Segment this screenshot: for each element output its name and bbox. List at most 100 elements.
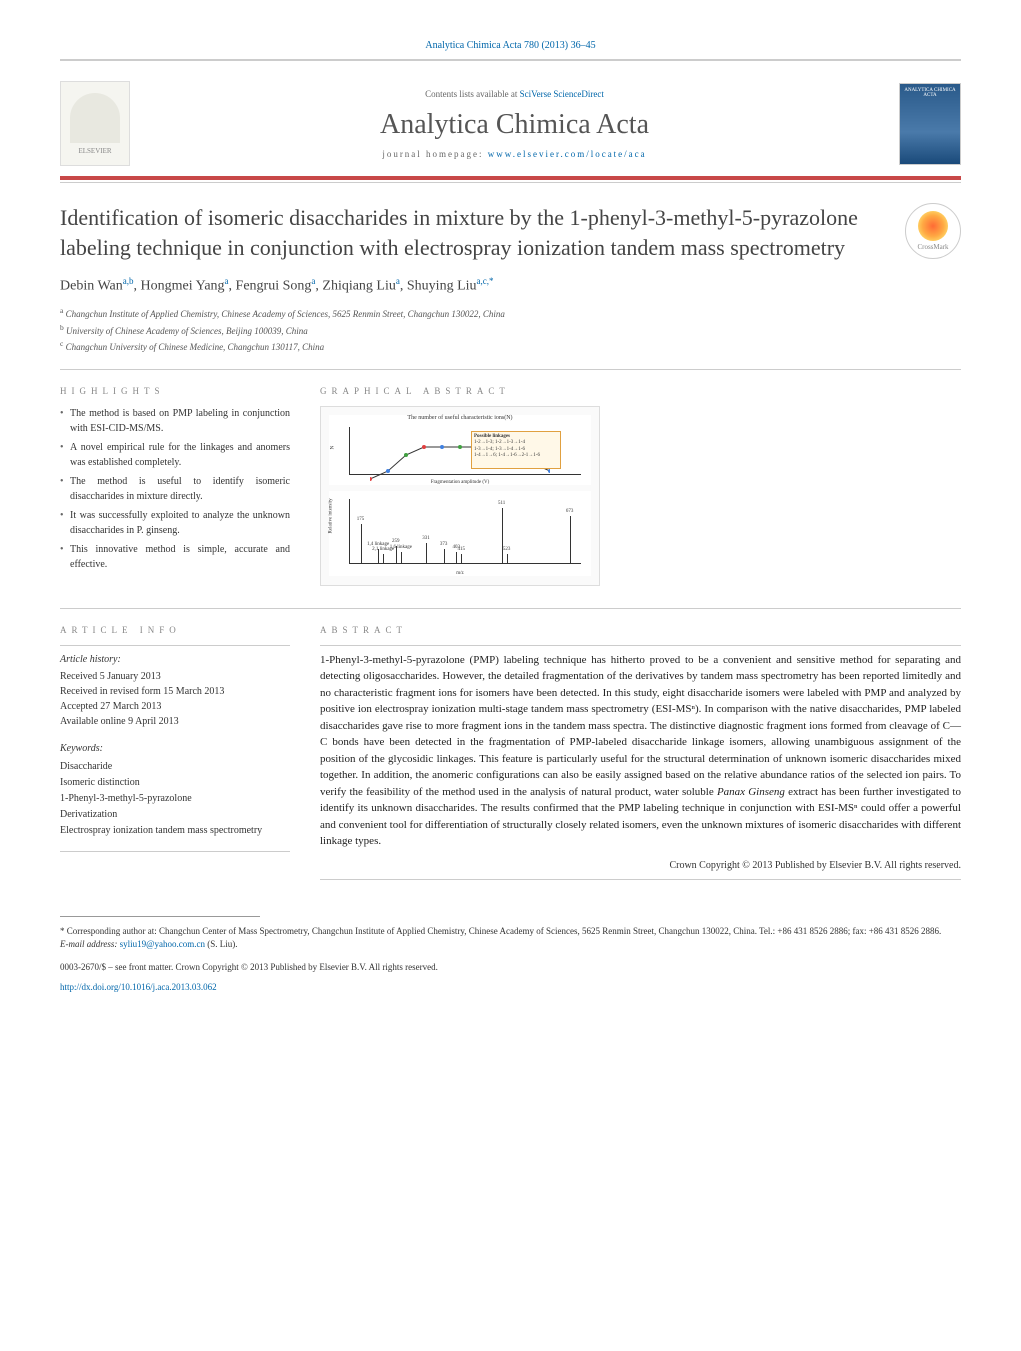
email-suffix: (S. Liu). [205, 939, 238, 949]
affiliations: a Changchun Institute of Applied Chemist… [60, 305, 961, 355]
author-affiliation-ref: a [225, 276, 229, 286]
info-rule-bottom [60, 851, 290, 852]
author-name: Zhiqiang Liu [322, 279, 396, 294]
corresponding-text: * Corresponding author at: Changchun Cen… [60, 925, 961, 939]
highlight-item: This innovative method is simple, accura… [60, 542, 290, 572]
spectrum-peak-label: 259 [392, 539, 400, 544]
author-name: Debin Wan [60, 279, 123, 294]
revised-date: Received in revised form 15 March 2013 [60, 684, 290, 699]
spectrum-peak-label: 373 [440, 542, 448, 547]
spectrum-peak [570, 516, 571, 563]
crossmark-badge[interactable]: CrossMark [905, 203, 961, 259]
ga-chart-title: The number of useful characteristic ions… [329, 415, 591, 421]
spectrum-peak [461, 554, 462, 562]
keyword-item: Derivatization [60, 807, 290, 823]
elsevier-logo: ELSEVIER [60, 81, 130, 166]
email-link[interactable]: syliu19@yahoo.com.cn [120, 939, 205, 949]
accepted-date: Accepted 27 March 2013 [60, 699, 290, 714]
received-date: Received 5 January 2013 [60, 669, 290, 684]
copyright-line: Crown Copyright © 2013 Published by Else… [320, 860, 961, 871]
email-line: E-mail address: syliu19@yahoo.com.cn (S.… [60, 938, 961, 952]
article-info-heading: article info [60, 619, 290, 635]
journal-header: ELSEVIER Contents lists available at Sci… [60, 71, 961, 176]
author-name: Hongmei Yang [141, 279, 225, 294]
spectrum-peak-label: 1,4 linkage [367, 542, 389, 547]
sciencedirect-link[interactable]: SciVerse ScienceDirect [520, 89, 604, 99]
journal-title: Analytica Chimica Acta [130, 109, 899, 141]
highlight-item: The method is useful to identify isomeri… [60, 474, 290, 504]
spectrum-peak-label: 523 [503, 547, 511, 552]
highlight-item: A novel empirical rule for the linkages … [60, 440, 290, 470]
spectrum-peak [426, 543, 427, 562]
keyword-item: Disaccharide [60, 759, 290, 775]
spectrum-peak [383, 554, 384, 562]
info-abstract-row: article info Article history: Received 5… [60, 619, 961, 886]
contents-list-line: Contents lists available at SciVerse Sci… [130, 89, 899, 99]
red-rule [60, 176, 961, 180]
keyword-item: Isomeric distinction [60, 775, 290, 791]
ga-spectrum-axes: 1751,4 linkage2,1 linkage2591,6 linkage3… [349, 499, 581, 564]
keyword-item: 1-Phenyl-3-methyl-5-pyrazolone [60, 791, 290, 807]
spectrum-peak [456, 552, 457, 563]
ga-legend-line-2: 1-4→1→6; 1-4→1-6→2-1→1-6 [474, 453, 558, 460]
spectrum-peak-label: 673 [566, 509, 574, 514]
affiliation-line: b University of Chinese Academy of Scien… [60, 322, 961, 339]
article-info-column: article info Article history: Received 5… [60, 619, 290, 886]
spectrum-peak-label: 1,6 linkage [390, 545, 412, 550]
ga-chart-xlabel: Fragmentation amplitude (V) [431, 480, 490, 485]
affiliation-line: c Changchun University of Chinese Medici… [60, 338, 961, 355]
ga-legend-box: Possible linkages 1-2→1-3; 1-2→1-3→1-4 1… [471, 431, 561, 469]
abstract-column: abstract 1-Phenyl-3-methyl-5-pyrazolone … [320, 619, 961, 886]
homepage-link[interactable]: www.elsevier.com/locate/aca [488, 149, 647, 159]
online-date: Available online 9 April 2013 [60, 714, 290, 729]
issn-line: 0003-2670/$ – see front matter. Crown Co… [60, 962, 961, 972]
highlights-list: The method is based on PMP labeling in c… [60, 406, 290, 572]
ga-top-chart: The number of useful characteristic ions… [329, 415, 591, 485]
top-rule [60, 59, 961, 61]
graphical-abstract-column: graphical abstract The number of useful … [320, 380, 961, 586]
spectrum-peak [444, 549, 445, 563]
history-heading: Article history: [60, 652, 290, 667]
author-affiliation-ref: a,c,* [477, 276, 494, 286]
spectrum-peak [507, 554, 508, 562]
crossmark-label: CrossMark [917, 243, 948, 251]
article-title: Identification of isomeric disaccharides… [60, 203, 905, 262]
spectrum-peak-label: 175 [357, 517, 365, 522]
highlight-item: The method is based on PMP labeling in c… [60, 406, 290, 436]
info-rule [60, 645, 290, 646]
article-history: Article history: Received 5 January 2013… [60, 652, 290, 729]
spectrum-peak-label: 511 [498, 501, 505, 506]
email-label: E-mail address: [60, 939, 120, 949]
keywords-heading: Keywords: [60, 741, 290, 757]
affiliation-line: a Changchun Institute of Applied Chemist… [60, 305, 961, 322]
highlight-item: It was successfully exploited to analyze… [60, 508, 290, 538]
author-name: Fengrui Song [236, 279, 312, 294]
highlights-graphical-row: highlights The method is based on PMP la… [60, 380, 961, 586]
spectrum-peak [401, 552, 402, 563]
author-name: Shuying Liu [407, 279, 477, 294]
spectrum-peak [361, 524, 362, 563]
doi-link[interactable]: http://dx.doi.org/10.1016/j.aca.2013.03.… [60, 982, 217, 992]
journal-cover-text: ANALYTICA CHIMICA ACTA [904, 88, 956, 98]
highlights-heading: highlights [60, 380, 290, 396]
doi-line: http://dx.doi.org/10.1016/j.aca.2013.03.… [60, 982, 961, 992]
author-affiliation-ref: a,b [123, 276, 134, 286]
footer-separator [60, 916, 260, 917]
corresponding-author: * Corresponding author at: Changchun Cen… [60, 925, 961, 952]
section-rule-2 [60, 608, 961, 609]
homepage-prefix: journal homepage: [382, 149, 487, 159]
journal-homepage-line: journal homepage: www.elsevier.com/locat… [130, 149, 899, 159]
contents-prefix: Contents lists available at [425, 89, 519, 99]
abstract-rule [320, 645, 961, 646]
ga-spectrum-ylabel: Relative intensity [329, 498, 334, 533]
ga-spectrum: 1751,4 linkage2,1 linkage2591,6 linkage3… [329, 491, 591, 576]
elsevier-label: ELSEVIER [78, 147, 111, 155]
abstract-heading: abstract [320, 619, 961, 635]
elsevier-tree-icon [70, 93, 120, 143]
title-row: Identification of isomeric disaccharides… [60, 203, 961, 262]
journal-cover-thumbnail: ANALYTICA CHIMICA ACTA [899, 83, 961, 165]
journal-center: Contents lists available at SciVerse Sci… [130, 89, 899, 159]
ga-chart-ylabel: N [330, 445, 335, 449]
section-rule-1 [60, 369, 961, 370]
keyword-item: Electrospray ionization tandem mass spec… [60, 823, 290, 839]
